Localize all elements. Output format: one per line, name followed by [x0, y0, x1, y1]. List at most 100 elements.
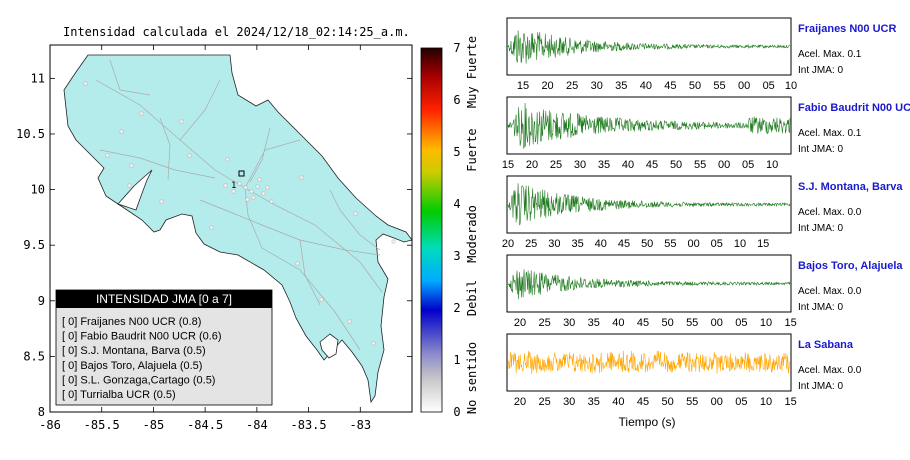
colorbar-tick-label: 2: [453, 301, 460, 315]
map-axes: -86 -85.5 -85 -84.5 -84 -83.5 -83 11 10.5 10 9.5 9 8…: [16, 45, 412, 432]
station-max-accel: Acel. Max. 0.0: [798, 207, 862, 218]
colorbar-labels: Muy Fuerte Fuerte Moderado Debil No sentido: [465, 36, 479, 414]
station-jma-intensity: Int JMA: 0: [798, 223, 843, 234]
waveform-time-tick: 05: [763, 80, 775, 92]
legend-item: [ 0] Turrialba UCR (0.5): [62, 389, 176, 401]
waveform-time-tick: 00: [738, 80, 750, 92]
waveform-trace: [507, 102, 791, 149]
waveform-time-tick: 25: [525, 238, 537, 250]
colorbar-gradient: [420, 47, 443, 413]
waveform-time-tick: 05: [711, 238, 723, 250]
waveform-time-tick: 20: [514, 317, 526, 329]
waveform-time-tick: 30: [548, 238, 560, 250]
colorbar-tick-label: 3: [453, 249, 460, 263]
map-x-tick-label: -83.5: [291, 418, 327, 432]
waveform-time-tick: 10: [760, 396, 772, 408]
waveform-time-tick: 25: [538, 317, 550, 329]
waveform-time-tick: 15: [517, 80, 529, 92]
map-x-tick-label: -84: [246, 418, 268, 432]
station-name: S.J. Montana, Barva: [798, 181, 903, 193]
colorbar-ticks: 7 6 5 4 3 2 1 0: [453, 41, 460, 419]
map-x-tick-label: -83: [349, 418, 371, 432]
colorbar-intensity-label: Moderado: [465, 205, 479, 263]
station-max-accel: Acel. Max. 0.1: [798, 128, 862, 139]
waveform-time-tick: 15: [784, 317, 796, 329]
waveform-time-tick: 35: [588, 317, 600, 329]
waveform-panel: 20 25 30 35 40 45 50 55 00 05 10 15 La Sabana Acel. M…: [506, 333, 862, 408]
waveform-time-tick: 45: [637, 396, 649, 408]
intensity-legend: INTENSIDAD JMA [0 a 7] [ 0] Fraijanes N0…: [55, 289, 273, 406]
waveform-time-tick: 25: [538, 396, 550, 408]
station-name: Fabio Baudrit N00 UCR: [798, 102, 910, 114]
station-jma-intensity: Int JMA: 0: [798, 381, 843, 392]
waveform-time-tick: 30: [591, 80, 603, 92]
legend-items: [ 0] Fraijanes N00 UCR (0.8) [ 0] Fabio B…: [62, 316, 222, 401]
waveform-time-tick: 20: [526, 159, 538, 171]
waveform-time-tick: 40: [622, 159, 634, 171]
nicoya-gulf: [117, 169, 153, 211]
station-name: Bajos Toro, Alajuela: [798, 260, 903, 272]
waveform-time-tick: 10: [766, 159, 778, 171]
colorbar-tick-label: 5: [453, 145, 460, 159]
waveform-time-tick: 10: [734, 238, 746, 250]
waveform-time-tick: 15: [784, 396, 796, 408]
station-jma-intensity: Int JMA: 0: [798, 302, 843, 313]
colorbar-tick-label: 7: [453, 41, 460, 55]
waveform-time-tick: 45: [646, 159, 658, 171]
map-station-markers: [83, 81, 396, 346]
legend-item: [ 0] S.L. Gonzaga,Cartago (0.5): [62, 374, 215, 386]
station-name: La Sabana: [798, 339, 854, 351]
map-y-tick-label: 8: [38, 405, 45, 419]
map-x-tick-label: -86: [39, 418, 61, 432]
waveform-frame: [506, 254, 792, 313]
waveform-time-tick: 30: [563, 317, 575, 329]
waveform-time-tick: 05: [735, 317, 747, 329]
waveform-trace: [507, 183, 791, 226]
waveform-time-tick: 05: [735, 396, 747, 408]
legend-title: INTENSIDAD JMA [0 a 7]: [96, 292, 232, 306]
time-axis-label: Tiempo (s): [619, 415, 676, 429]
waveform-time-tick: 20: [502, 238, 514, 250]
waveform-panel: 20 25 30 35 40 45 50 55 00 05 10 15 Bajos Toro, Alaj…: [506, 254, 903, 329]
waveform-time-tick: 00: [711, 317, 723, 329]
map-x-tick-label: -85.5: [84, 418, 120, 432]
station-max-accel: Acel. Max. 0.0: [798, 365, 862, 376]
waveform-time-tick: 10: [785, 80, 797, 92]
waveform-time-tick: 35: [571, 238, 583, 250]
colorbar-intensity-label: No sentido: [465, 342, 479, 414]
waveform-time-tick: 50: [670, 159, 682, 171]
waveform-time-tick: 40: [612, 317, 624, 329]
legend-item: [ 0] Fabio Baudrit N00 UCR (0.6): [62, 331, 222, 343]
waveform-time-tick: 15: [757, 238, 769, 250]
epicenter-label: 1: [231, 181, 236, 191]
map-y-tick-label: 10.5: [16, 127, 45, 141]
waveform-panel: 20 25 30 35 40 45 50 55 00 05 10 15 S.J. Montana, Ba…: [502, 175, 903, 250]
legend-item: [ 0] Bajos Toro, Alajuela (0.5): [62, 360, 202, 372]
waveform-time-tick: 20: [541, 80, 553, 92]
waveform-time-tick: 40: [595, 238, 607, 250]
colorbar-tick-label: 6: [453, 93, 460, 107]
waveform-panel: 15 20 25 30 35 40 45 50 55 00 05 10 Fabio Baudrit N0…: [502, 96, 910, 171]
waveform-time-tick: 00: [711, 396, 723, 408]
waveform-time-tick: 35: [588, 396, 600, 408]
waveform-time-tick: 55: [664, 238, 676, 250]
waveform-time-tick: 45: [618, 238, 630, 250]
waveform-time-tick: 50: [689, 80, 701, 92]
waveform-time-tick: 25: [550, 159, 562, 171]
colorbar-intensity-label: Fuerte: [465, 128, 479, 171]
waveform-time-tick: 30: [563, 396, 575, 408]
station-jma-intensity: Int JMA: 0: [798, 144, 843, 155]
map-y-tick-label: 9.5: [23, 238, 45, 252]
epicenter-marker: [238, 170, 245, 177]
legend-item: [ 0] S.J. Montana, Barva (0.5): [62, 345, 206, 357]
waveform-time-tick: 50: [661, 317, 673, 329]
waveform-time-tick: 35: [615, 80, 627, 92]
waveform-panels: 15 20 25 30 35 40 45 50 55 00 05 10 Fraijanes N00 UC…: [502, 17, 910, 408]
waveform-time-tick: 00: [687, 238, 699, 250]
colorbar-intensity-label: Debil: [465, 280, 479, 316]
colorbar: 7 6 5 4 3 2 1 0 Muy Fuerte Fuerte Moderado Debil No…: [420, 36, 479, 419]
waveform-time-tick: 25: [566, 80, 578, 92]
intensity-map: Intensidad calculada el 2024/12/18_02:14…: [16, 25, 413, 432]
colorbar-intensity-label: Muy Fuerte: [465, 36, 479, 108]
